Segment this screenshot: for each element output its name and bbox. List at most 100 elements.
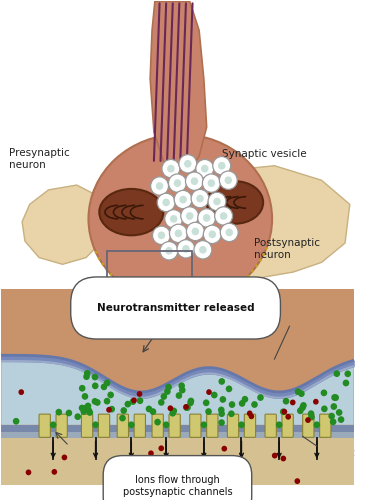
FancyBboxPatch shape	[82, 414, 93, 438]
Circle shape	[174, 190, 192, 208]
FancyBboxPatch shape	[244, 414, 255, 438]
Circle shape	[205, 408, 212, 415]
Circle shape	[220, 171, 237, 190]
Circle shape	[180, 196, 187, 203]
FancyBboxPatch shape	[282, 414, 293, 438]
Text: Ions flow through
postsynaptic channels: Ions flow through postsynaptic channels	[123, 475, 232, 496]
Circle shape	[321, 406, 328, 412]
Circle shape	[153, 226, 171, 244]
Circle shape	[200, 422, 207, 428]
Bar	[107, 251, 191, 290]
FancyBboxPatch shape	[303, 414, 314, 438]
Circle shape	[218, 378, 225, 385]
Circle shape	[168, 406, 173, 411]
Circle shape	[151, 177, 169, 195]
Circle shape	[174, 180, 181, 187]
Circle shape	[104, 398, 110, 404]
Text: Presynaptic membrane: Presynaptic membrane	[239, 316, 352, 326]
Circle shape	[220, 396, 226, 403]
Circle shape	[295, 388, 301, 395]
FancyBboxPatch shape	[320, 414, 331, 438]
Circle shape	[92, 422, 99, 428]
Circle shape	[13, 418, 19, 424]
Ellipse shape	[89, 134, 272, 304]
Circle shape	[80, 408, 87, 415]
Circle shape	[191, 178, 198, 185]
Circle shape	[183, 404, 190, 411]
Circle shape	[108, 406, 115, 412]
Circle shape	[193, 475, 199, 481]
Circle shape	[196, 194, 204, 202]
Text: Synaptic
cleft: Synaptic cleft	[3, 382, 46, 403]
Circle shape	[199, 246, 207, 254]
Circle shape	[169, 224, 187, 242]
Circle shape	[86, 407, 92, 414]
Circle shape	[276, 422, 282, 428]
Text: Synaptic vesicle: Synaptic vesicle	[222, 149, 306, 159]
Circle shape	[160, 393, 167, 400]
FancyBboxPatch shape	[56, 414, 67, 438]
Circle shape	[158, 399, 165, 406]
Circle shape	[343, 380, 349, 386]
Circle shape	[162, 160, 180, 178]
Circle shape	[146, 406, 152, 412]
Circle shape	[247, 410, 252, 416]
Circle shape	[148, 450, 154, 456]
Polygon shape	[1, 361, 353, 425]
Circle shape	[336, 409, 343, 416]
Circle shape	[211, 392, 218, 398]
Circle shape	[82, 393, 88, 400]
Circle shape	[163, 422, 169, 428]
Bar	[1, 438, 353, 500]
Circle shape	[196, 160, 214, 178]
Circle shape	[157, 194, 175, 212]
Circle shape	[107, 392, 114, 398]
Circle shape	[242, 396, 248, 402]
Circle shape	[344, 370, 351, 377]
Circle shape	[74, 414, 81, 420]
Circle shape	[119, 414, 126, 422]
Circle shape	[178, 382, 185, 389]
Circle shape	[188, 398, 194, 404]
Circle shape	[332, 394, 339, 401]
Circle shape	[82, 405, 89, 411]
Circle shape	[92, 382, 98, 389]
Circle shape	[305, 417, 311, 423]
Polygon shape	[150, 2, 207, 170]
Circle shape	[177, 240, 195, 258]
Circle shape	[150, 408, 156, 415]
Circle shape	[215, 207, 233, 225]
Circle shape	[184, 404, 191, 411]
Circle shape	[131, 398, 137, 403]
Circle shape	[313, 422, 320, 428]
Circle shape	[165, 247, 173, 254]
Ellipse shape	[99, 189, 163, 236]
Circle shape	[106, 407, 112, 412]
Circle shape	[50, 422, 56, 428]
FancyBboxPatch shape	[190, 414, 201, 438]
Circle shape	[92, 374, 98, 380]
Text: Neurotransmitter released: Neurotransmitter released	[97, 303, 254, 313]
Circle shape	[175, 230, 182, 237]
Circle shape	[170, 215, 177, 223]
Circle shape	[26, 470, 31, 476]
Circle shape	[171, 408, 177, 414]
Circle shape	[120, 407, 127, 414]
Circle shape	[101, 384, 107, 390]
Circle shape	[272, 452, 278, 458]
Circle shape	[86, 409, 93, 416]
Circle shape	[169, 410, 176, 416]
FancyBboxPatch shape	[265, 414, 276, 438]
FancyBboxPatch shape	[117, 414, 129, 438]
Circle shape	[179, 154, 197, 173]
Circle shape	[194, 240, 212, 259]
Circle shape	[159, 446, 164, 451]
Circle shape	[104, 380, 110, 386]
Circle shape	[283, 398, 289, 404]
Circle shape	[208, 180, 215, 187]
Circle shape	[55, 409, 62, 416]
Circle shape	[185, 458, 191, 464]
Circle shape	[17, 492, 22, 498]
Circle shape	[160, 242, 178, 260]
Circle shape	[184, 160, 191, 168]
